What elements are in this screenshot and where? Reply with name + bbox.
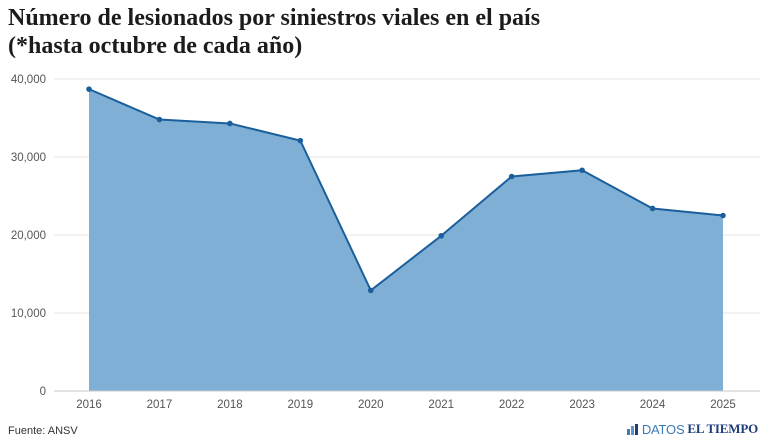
x-tick-label-2020: 2020 — [358, 399, 384, 411]
data-point-2025 — [720, 212, 726, 219]
y-tick-label-4: 40,000 — [11, 74, 46, 86]
x-tick-label-2024: 2024 — [640, 399, 666, 411]
x-tick-label-2019: 2019 — [288, 399, 314, 411]
chart-title: Número de lesionados por siniestros vial… — [8, 4, 748, 60]
y-tick-label-2: 20,000 — [11, 230, 46, 242]
chart-title-line-1: Número de lesionados por siniestros vial… — [8, 5, 541, 31]
x-tick-label-2023: 2023 — [569, 399, 595, 411]
x-tick-label-2016: 2016 — [76, 399, 102, 411]
data-point-2019 — [297, 137, 304, 144]
x-tick-label-2018: 2018 — [217, 399, 243, 411]
logo-text-datos: DATOS — [641, 421, 685, 437]
data-point-2021 — [438, 232, 445, 239]
datos-el-tiempo-logo: DATOS EL TIEMPO — [626, 421, 758, 437]
logo-text-el-tiempo: EL TIEMPO — [687, 421, 758, 436]
area-chart: 0 10,000 20,000 30,000 40,000 2016 2017 2018 201… — [11, 74, 760, 411]
area-fill — [89, 89, 723, 391]
data-point-2016 — [86, 86, 92, 92]
datos-logo-icon — [626, 423, 638, 435]
y-tick-label-0: 0 — [40, 386, 46, 398]
data-point-2018 — [227, 120, 233, 127]
data-point-2017 — [156, 116, 163, 123]
series-line — [88, 88, 724, 292]
chart-title-line-2: (*hasta octubre de cada año) — [8, 33, 303, 59]
y-tick-label-1: 10,000 — [11, 308, 46, 320]
data-point-2020 — [367, 287, 374, 294]
data-point-2023 — [579, 167, 585, 174]
x-tick-label-2022: 2022 — [499, 399, 525, 411]
y-tick-label-3: 30,000 — [11, 152, 46, 164]
x-tick-label-2021: 2021 — [428, 399, 454, 411]
data-point-2022 — [508, 173, 515, 180]
data-point-2024 — [649, 205, 656, 212]
x-tick-label-2017: 2017 — [147, 399, 173, 411]
x-tick-label-2025: 2025 — [710, 399, 736, 411]
source-note: Fuente: ANSV — [8, 425, 78, 437]
